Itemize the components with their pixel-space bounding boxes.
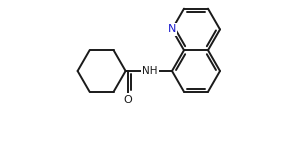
Text: N: N: [168, 24, 176, 34]
Text: NH: NH: [142, 66, 158, 76]
Text: O: O: [124, 95, 132, 105]
